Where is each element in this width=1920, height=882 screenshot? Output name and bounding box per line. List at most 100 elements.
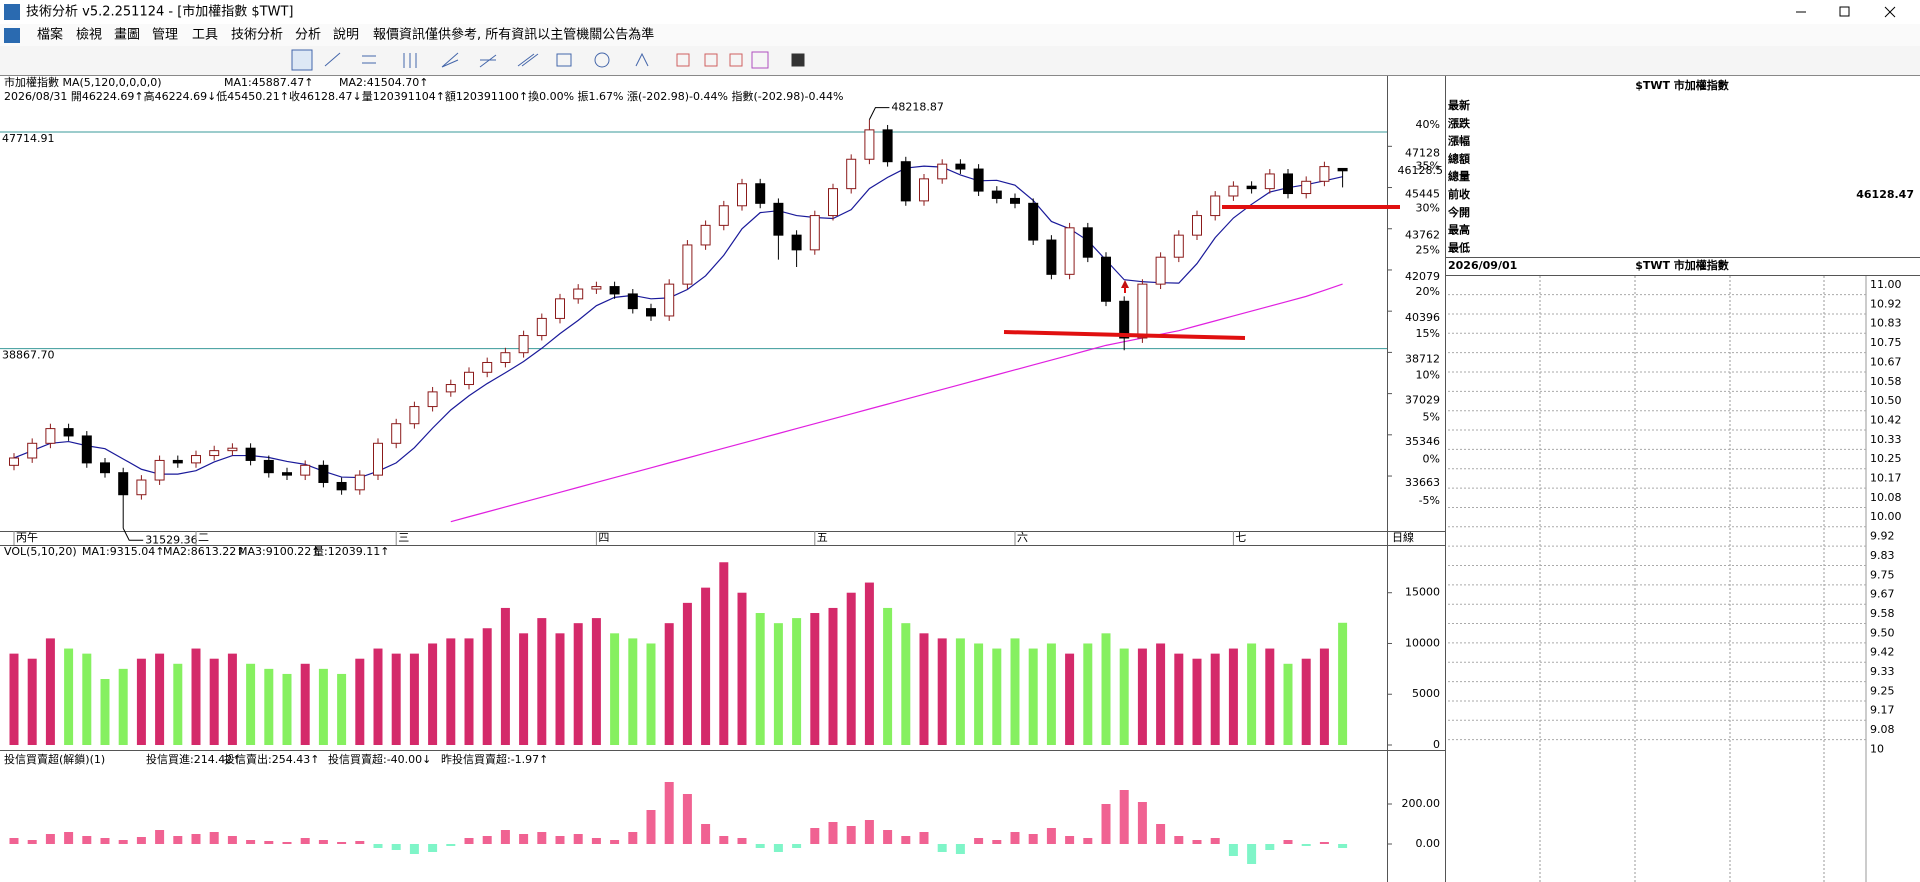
candle-body [27, 442, 38, 459]
bar [901, 623, 911, 745]
y2-tick-label: 30% [1416, 201, 1440, 214]
menu-item[interactable]: 技術分析 [231, 28, 283, 43]
bar [755, 613, 765, 745]
bar [246, 840, 256, 844]
menu-item[interactable]: 畫圖 [114, 28, 140, 43]
ladder-price: 9.75 [1870, 568, 1895, 581]
menu-item[interactable]: 說明 [333, 27, 359, 43]
bar [755, 844, 765, 848]
moving-average-line [13, 165, 1343, 479]
ladder-price: 9.42 [1870, 646, 1895, 659]
bar [955, 844, 965, 854]
window-controls[interactable] [1796, 6, 1896, 18]
menu-icon [4, 28, 20, 43]
bar [409, 653, 419, 745]
y-tick-label: 47128 [1405, 146, 1440, 159]
bar [264, 668, 274, 745]
candle-body [282, 472, 292, 476]
bar [464, 638, 474, 745]
bar [519, 834, 529, 844]
bar [828, 607, 838, 745]
ladder-footer: 10 [1870, 742, 1884, 755]
bar [428, 844, 438, 852]
bar [610, 633, 620, 745]
candle-body [791, 234, 802, 251]
bar [737, 592, 747, 745]
bar [391, 653, 401, 745]
bar [573, 834, 583, 844]
bar [191, 834, 201, 844]
x-tick-label: 六 [1017, 531, 1028, 544]
bar [1338, 844, 1348, 848]
bar [428, 643, 438, 745]
bar [391, 844, 401, 850]
bar [118, 668, 128, 745]
quote-field: 最高 [1448, 223, 1470, 237]
bar [1192, 840, 1202, 844]
bar [191, 648, 201, 745]
indicator-legend: 投信買進:214.42↑ [146, 752, 241, 766]
bar [118, 840, 128, 844]
bar [664, 782, 674, 844]
menu-item[interactable]: 檔案 [37, 28, 63, 43]
ladder-price: 11.00 [1870, 278, 1902, 291]
bar [82, 836, 92, 844]
candle-body [1283, 173, 1293, 195]
bar [646, 810, 656, 844]
quote-field: 總額 [1448, 151, 1470, 165]
candle-body [700, 224, 711, 246]
menu-item[interactable]: 分析 [295, 28, 321, 43]
candle-body [755, 183, 766, 204]
candle-body [391, 423, 402, 444]
y2-tick-label: 0% [1423, 452, 1440, 465]
menu-item[interactable]: 工具 [192, 28, 218, 43]
bar [300, 663, 310, 745]
toolbar-icons[interactable] [291, 49, 805, 71]
bar [1010, 638, 1020, 745]
y-tick-label: 0.00 [1416, 837, 1441, 850]
candle-body [518, 335, 529, 354]
candle-body [919, 178, 929, 202]
ladder-price: 10.00 [1870, 510, 1902, 523]
bar [846, 592, 856, 745]
bar [1065, 836, 1075, 844]
indicator-legend: 投信賣出:254.43↑ [224, 752, 319, 766]
indicator-legend: MA2:8613.22↑ [163, 545, 245, 558]
bar [155, 653, 165, 745]
ohlc-info: 2026/08/31 開46224.69↑高46224.69↓低45450.21… [4, 89, 843, 103]
candle-body [100, 462, 110, 474]
candle-body [445, 384, 456, 393]
ladder-price: 9.92 [1870, 530, 1895, 543]
candle-body [300, 464, 311, 476]
candle-body [1210, 195, 1221, 217]
candle-body [354, 474, 365, 491]
bar [100, 838, 110, 844]
candle-body [1337, 167, 1348, 172]
bar [27, 840, 37, 844]
bar [9, 653, 19, 745]
bar [1101, 804, 1111, 844]
bar [264, 841, 274, 844]
bar [373, 648, 383, 745]
ladder-price: 10.92 [1870, 297, 1902, 310]
candle-body [773, 202, 784, 236]
candle-body [172, 459, 183, 464]
menu-item[interactable]: 報價資訊僅供參考, 所有資訊以主管機關公告為準 [373, 27, 654, 43]
menu-item[interactable]: 管理 [152, 28, 178, 43]
ladder-price: 9.50 [1870, 626, 1895, 639]
bar [246, 663, 256, 745]
menu-item[interactable]: 檢視 [76, 27, 102, 43]
ladder-price: 10.25 [1870, 452, 1902, 465]
bar [591, 838, 601, 844]
candle-body [1082, 227, 1093, 258]
bar [446, 844, 456, 846]
bar [1137, 802, 1147, 844]
y2-tick-label: 20% [1416, 285, 1440, 298]
bar [1137, 648, 1147, 745]
bar [883, 830, 893, 844]
toolbar [0, 46, 1920, 75]
bar [100, 679, 110, 745]
app-icon [4, 4, 20, 20]
bar [45, 834, 55, 844]
